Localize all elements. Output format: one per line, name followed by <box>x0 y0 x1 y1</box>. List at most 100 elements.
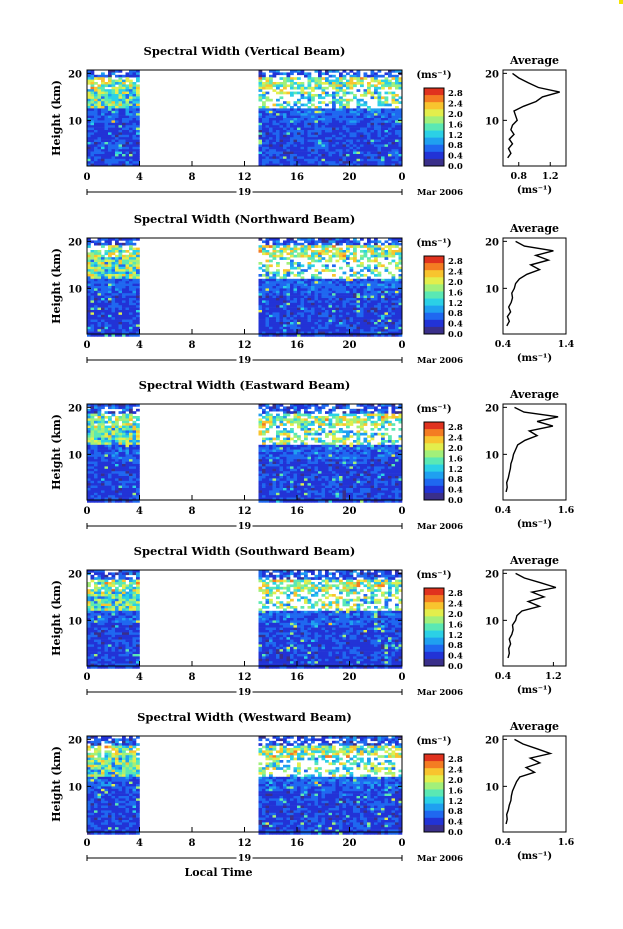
colorbar: (ms⁻¹) 2.82.42.01.61.20.80.40.0 <box>416 238 463 340</box>
colorbar-tick-label: 2.4 <box>448 434 463 444</box>
x-tick-label: 0 <box>84 172 91 183</box>
colorbar-swatch <box>424 284 444 292</box>
colorbar-swatch <box>424 775 444 783</box>
colorbar-tick-label: 2.8 <box>448 589 463 599</box>
colorbar-unit: (ms⁻¹) <box>416 70 451 81</box>
heatmap-cells <box>87 736 403 835</box>
date-label-bg <box>236 852 253 862</box>
colorbar-swatch <box>424 95 444 103</box>
chart-title: Spectral Width (Westward Beam) <box>137 710 352 724</box>
colorbar-swatch <box>424 130 444 139</box>
x-tick-label: 20 <box>343 506 357 517</box>
x-tick-label: 12 <box>238 506 252 517</box>
colorbar-tick-label: 1.6 <box>448 454 463 464</box>
colorbar: (ms⁻¹) 2.82.42.01.61.20.80.40.0 <box>416 404 463 506</box>
y-tick-label: 20 <box>68 403 82 414</box>
colorbar-swatch <box>424 270 444 278</box>
colorbar-swatch <box>424 602 444 610</box>
colorbar-swatch <box>424 492 444 501</box>
profile-x-tick-label: 1.4 <box>558 339 575 350</box>
colorbar-swatch <box>424 817 444 826</box>
colorbar-swatch <box>424 158 444 167</box>
colorbar-swatch <box>424 754 444 762</box>
colorbar-tick-label: 0.8 <box>448 807 463 817</box>
heatmap-cells <box>87 570 403 669</box>
x-tick-label: 4 <box>136 340 143 351</box>
colorbar-swatch <box>424 137 444 146</box>
colorbar-unit: (ms⁻¹) <box>416 570 451 581</box>
x-tick-label: 20 <box>343 838 357 849</box>
heatmap-cells <box>87 404 403 503</box>
profile-line <box>506 240 554 327</box>
colorbar-swatch <box>424 109 444 117</box>
profile-x-tick-label: 0.4 <box>495 339 512 350</box>
date-marker: 19 <box>238 853 252 864</box>
profile-line <box>507 572 557 659</box>
colorbar-tick-label: 2.0 <box>448 278 463 288</box>
colorbar-swatch <box>424 782 444 790</box>
profile-frame <box>502 735 567 833</box>
colorbar-swatch <box>424 609 444 617</box>
profile-y-tick-label: 10 <box>485 284 499 295</box>
profile-y-tick-label: 10 <box>485 116 499 127</box>
colorbar-tick-label: 0.4 <box>448 320 463 330</box>
colorbar-tick-label: 2.4 <box>448 268 463 278</box>
chart-title: Spectral Width (Eastward Beam) <box>139 378 351 392</box>
heatmap-cells <box>87 70 403 167</box>
x-tick-label: 4 <box>136 672 143 683</box>
x-tick-label: 12 <box>238 672 252 683</box>
colorbar-tick-label: 0.0 <box>448 828 463 838</box>
y-tick-label: 20 <box>68 735 82 746</box>
colorbar-swatch <box>424 326 444 335</box>
colorbar-tick-label: 2.8 <box>448 89 463 99</box>
y-tick-label: 10 <box>68 450 82 461</box>
colorbar-swatch <box>424 768 444 776</box>
profile-x-tick-label: 1.6 <box>558 505 575 516</box>
y-axis-label: Height (km) <box>50 414 63 490</box>
x-tick-label: 4 <box>136 838 143 849</box>
colorbar-tick-label: 0.4 <box>448 818 463 828</box>
colorbar-swatch <box>424 298 444 307</box>
colorbar-tick-label: 0.0 <box>448 330 463 340</box>
profile-title: Average <box>509 222 559 235</box>
x-tick-label: 16 <box>290 172 304 183</box>
x-tick-label: 4 <box>136 506 143 517</box>
x-tick-label: 12 <box>238 172 252 183</box>
profile-panel: Average 20 10 0.4 1.6 (ms⁻¹) <box>485 720 575 862</box>
colorbar-swatch <box>424 88 444 96</box>
colorbar-swatch <box>424 457 444 465</box>
colorbar-tick-label: 0.0 <box>448 162 463 172</box>
y-tick-label: 20 <box>68 69 82 80</box>
colorbar-tick-label: 2.0 <box>448 776 463 786</box>
colorbar-tick-label: 1.2 <box>448 631 463 641</box>
chart-panel-4: Spectral Width (Westward Beam) 20 10 Height… <box>50 710 575 879</box>
colorbar-tick-label: 1.6 <box>448 620 463 630</box>
colorbar-swatch <box>424 116 444 124</box>
colorbar-frame <box>423 87 445 167</box>
date-marker: 19 <box>238 521 252 532</box>
colorbar-swatch <box>424 810 444 819</box>
colorbar-swatch <box>424 291 444 299</box>
profile-panel: Average 20 10 0.4 1.2 (ms⁻¹) <box>485 554 567 696</box>
profile-y-tick-label: 10 <box>485 782 499 793</box>
y-tick-label: 10 <box>68 782 82 793</box>
profile-x-tick-label: 1.2 <box>545 671 562 682</box>
date-marker: 19 <box>238 355 252 366</box>
colorbar-swatch <box>424 595 444 603</box>
profile-y-tick-label: 10 <box>485 616 499 627</box>
profile-y-tick-label: 20 <box>485 69 499 80</box>
profile-x-unit: (ms⁻¹) <box>517 685 552 696</box>
colorbar-tick-label: 0.8 <box>448 641 463 651</box>
colorbar-unit: (ms⁻¹) <box>416 404 451 415</box>
chart-panel-1: Spectral Width (Northward Beam) 20 10 Heigh… <box>50 212 575 366</box>
colorbar-tick-label: 2.4 <box>448 100 463 110</box>
month-label: Mar 2006 <box>417 688 463 698</box>
colorbar-swatch <box>424 789 444 797</box>
colorbar-swatch <box>424 123 444 131</box>
x-tick-label: 0 <box>84 672 91 683</box>
x-tick-label: 0 <box>399 340 406 351</box>
colorbar-swatch <box>424 803 444 812</box>
colorbar-tick-label: 2.8 <box>448 257 463 267</box>
profile-x-unit: (ms⁻¹) <box>517 851 552 862</box>
